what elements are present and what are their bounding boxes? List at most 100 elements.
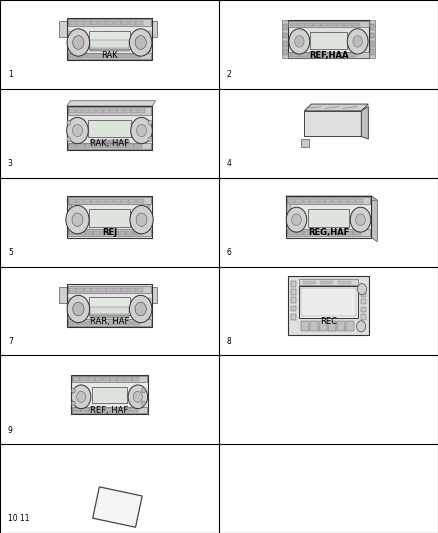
Bar bbox=[318, 199, 325, 203]
Polygon shape bbox=[304, 104, 368, 111]
Bar bbox=[304, 231, 312, 236]
Bar bbox=[105, 54, 113, 58]
Bar bbox=[67, 20, 152, 26]
Circle shape bbox=[73, 36, 84, 50]
Bar bbox=[361, 292, 366, 297]
Bar bbox=[67, 18, 152, 60]
Bar bbox=[125, 377, 132, 381]
Bar bbox=[137, 199, 144, 203]
Bar bbox=[132, 377, 139, 381]
Bar bbox=[148, 31, 152, 39]
Bar bbox=[288, 276, 369, 335]
Bar bbox=[122, 408, 130, 412]
Bar bbox=[346, 321, 354, 331]
Bar bbox=[287, 231, 295, 236]
Bar bbox=[287, 219, 291, 229]
Bar bbox=[283, 33, 287, 38]
Bar bbox=[310, 321, 318, 331]
Bar bbox=[312, 231, 320, 236]
Bar bbox=[370, 41, 374, 47]
Bar bbox=[69, 288, 76, 292]
Circle shape bbox=[136, 213, 147, 227]
Bar bbox=[68, 199, 76, 203]
Bar bbox=[287, 199, 295, 203]
Bar bbox=[287, 204, 291, 213]
Bar bbox=[361, 314, 366, 320]
Bar bbox=[299, 286, 358, 319]
Bar bbox=[148, 298, 152, 305]
Bar bbox=[114, 320, 122, 325]
Circle shape bbox=[73, 302, 84, 316]
Text: 10 11: 10 11 bbox=[8, 514, 29, 523]
Circle shape bbox=[71, 401, 75, 406]
Circle shape bbox=[347, 29, 368, 54]
Bar bbox=[299, 53, 308, 56]
Bar bbox=[88, 120, 131, 136]
Text: REG,HAF: REG,HAF bbox=[308, 228, 349, 237]
Bar bbox=[117, 109, 124, 114]
Bar bbox=[340, 199, 348, 203]
Text: RAK, HAF: RAK, HAF bbox=[90, 139, 129, 148]
Text: 1: 1 bbox=[8, 70, 13, 79]
Circle shape bbox=[137, 124, 147, 136]
Bar bbox=[300, 321, 309, 331]
Bar bbox=[87, 54, 95, 58]
Bar bbox=[126, 231, 134, 236]
Circle shape bbox=[350, 207, 371, 232]
Bar bbox=[96, 54, 104, 58]
Circle shape bbox=[357, 321, 366, 332]
Bar bbox=[105, 320, 113, 325]
Circle shape bbox=[130, 295, 152, 322]
Bar bbox=[110, 231, 117, 236]
Bar bbox=[310, 199, 318, 203]
Bar bbox=[67, 284, 152, 327]
Bar bbox=[291, 289, 296, 295]
Bar bbox=[90, 307, 129, 314]
Bar bbox=[67, 286, 152, 293]
Bar bbox=[297, 22, 305, 26]
Circle shape bbox=[71, 385, 91, 409]
Bar bbox=[129, 199, 136, 203]
Bar bbox=[301, 139, 309, 147]
Bar bbox=[136, 288, 143, 292]
Polygon shape bbox=[371, 196, 377, 242]
Bar bbox=[121, 21, 128, 26]
Bar bbox=[345, 231, 353, 236]
Bar bbox=[308, 209, 349, 227]
Bar bbox=[67, 319, 152, 326]
Bar bbox=[288, 21, 368, 27]
Bar bbox=[123, 54, 131, 58]
Bar bbox=[110, 377, 117, 381]
Bar bbox=[84, 21, 91, 26]
Bar bbox=[118, 231, 126, 236]
Bar bbox=[89, 297, 130, 316]
Bar bbox=[67, 229, 152, 237]
Bar bbox=[369, 20, 375, 58]
Bar bbox=[361, 299, 366, 304]
Bar bbox=[148, 44, 152, 52]
Bar bbox=[110, 109, 117, 114]
Bar bbox=[77, 288, 84, 292]
Circle shape bbox=[77, 391, 86, 402]
Bar bbox=[103, 109, 110, 114]
Circle shape bbox=[286, 207, 307, 232]
Bar bbox=[114, 54, 122, 58]
Bar bbox=[67, 31, 71, 39]
Circle shape bbox=[133, 391, 142, 402]
Polygon shape bbox=[361, 107, 368, 139]
Bar bbox=[77, 231, 85, 236]
Bar bbox=[68, 109, 75, 114]
Bar bbox=[333, 199, 340, 203]
Bar bbox=[85, 231, 93, 236]
Bar bbox=[118, 144, 126, 148]
Bar bbox=[90, 41, 129, 47]
Bar bbox=[361, 307, 366, 312]
Text: 7: 7 bbox=[8, 337, 13, 346]
Bar bbox=[67, 196, 152, 238]
Bar bbox=[84, 288, 91, 292]
Bar bbox=[305, 22, 313, 26]
Bar bbox=[320, 280, 333, 284]
Bar bbox=[352, 22, 360, 26]
Bar bbox=[328, 53, 337, 56]
Bar bbox=[91, 199, 99, 203]
